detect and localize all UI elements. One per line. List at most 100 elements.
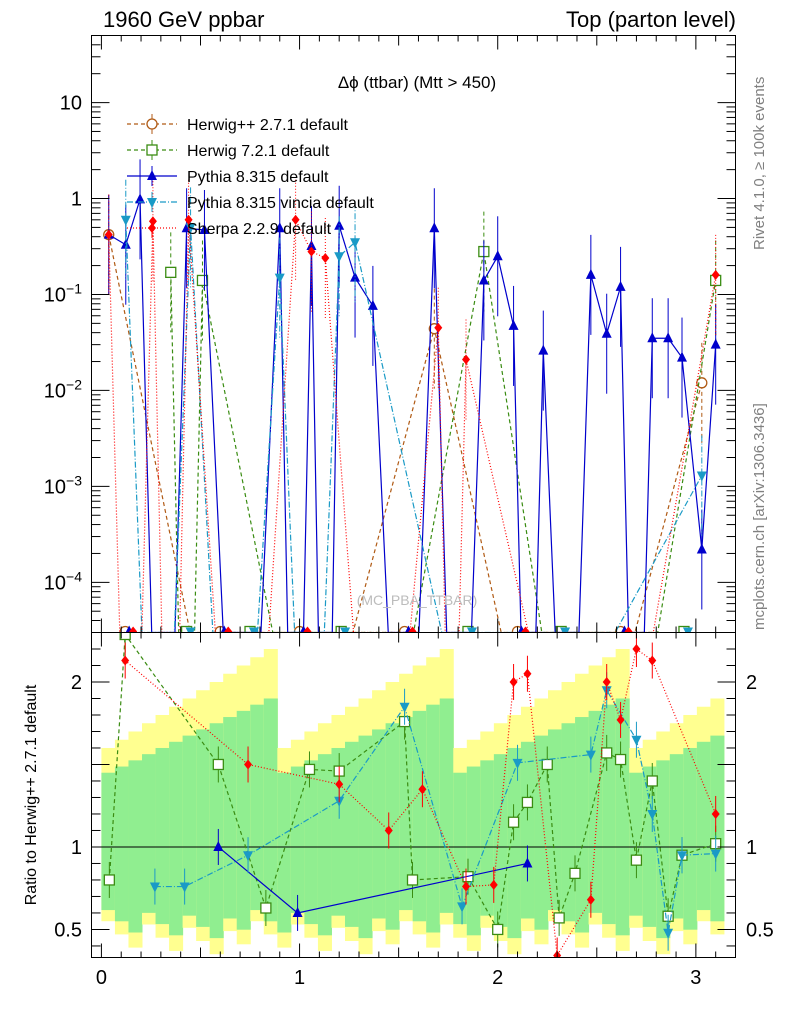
ratio-line-3 xyxy=(154,688,716,933)
side-text-mcplots: mcplots.cern.ch [arXiv:1306.3436] xyxy=(751,403,768,630)
y-tick-label: 10−3 xyxy=(44,472,82,498)
ratio-point xyxy=(632,643,641,654)
y-tick-label: 10 xyxy=(60,93,82,115)
ratio-band-inner xyxy=(169,741,184,936)
legend-marker xyxy=(147,198,157,208)
ratio-band-inner xyxy=(534,735,549,930)
ratio-point xyxy=(648,655,657,666)
watermark: (MC_PBA_TTBAR) xyxy=(357,592,478,608)
legend-entry: Pythia 8.315 vincia default xyxy=(187,195,374,212)
ratio-y-tick-label: 0.5 xyxy=(54,919,82,941)
data-point xyxy=(135,193,146,204)
ratio-band-inner xyxy=(412,710,427,922)
ratio-band-inner xyxy=(683,747,698,930)
ratio-point xyxy=(569,867,581,880)
ratio-band-inner xyxy=(615,698,630,936)
legend-entry: Herwig 7.2.1 default xyxy=(187,143,330,160)
data-point xyxy=(307,246,316,257)
data-point xyxy=(585,268,596,279)
data-point xyxy=(274,222,285,233)
data-point-floor xyxy=(248,627,259,633)
data-point xyxy=(711,269,720,280)
y-tick-label: 10−4 xyxy=(44,568,82,594)
data-point-floor xyxy=(624,626,633,633)
data-point xyxy=(104,229,113,240)
ratio-point xyxy=(616,714,625,725)
axes: 0 1 2 3 10−4 10−3 10−2 10−1 1 10 0.5 0.5 1 1 2 2 xyxy=(44,35,774,989)
data-point-floor xyxy=(560,627,571,633)
ratio-point xyxy=(521,796,534,809)
side-text-rivet: Rivet 4.1.0, ≥ 100k events xyxy=(751,77,768,250)
ratio-band-inner xyxy=(277,772,292,933)
ratio-band-inner xyxy=(317,754,332,936)
legend-marker xyxy=(148,223,156,233)
legend-marker xyxy=(146,118,158,130)
ratio-band-inner xyxy=(602,704,617,925)
series-line-3 xyxy=(125,219,703,633)
legend-marker xyxy=(146,144,158,156)
ratio-point xyxy=(614,753,627,766)
ratio-point xyxy=(212,758,224,771)
data-point-floor xyxy=(682,627,693,633)
data-point xyxy=(185,223,196,234)
x-tick-label: 1 xyxy=(294,967,305,989)
ratio-band-inner xyxy=(223,717,238,919)
ratio-band-inner xyxy=(114,766,129,922)
y-tick-label: 10−1 xyxy=(44,280,82,306)
data-point-floor xyxy=(466,627,477,633)
data-point xyxy=(120,215,131,226)
data-point xyxy=(615,280,626,291)
ratio-point xyxy=(523,668,532,679)
ratio-point xyxy=(457,902,468,913)
ratio-point xyxy=(586,894,595,905)
data-point-floor xyxy=(303,626,312,633)
ratio-point xyxy=(647,809,658,820)
ratio-point xyxy=(399,702,410,713)
ratio-band-inner xyxy=(710,735,725,922)
ratio-point xyxy=(631,735,642,746)
data-point xyxy=(696,471,707,482)
header-left: 1960 GeV ppbar xyxy=(103,7,264,32)
ratio-point xyxy=(646,775,658,787)
data-point-floor xyxy=(224,626,233,633)
ratio-band-inner xyxy=(588,710,603,913)
x-tick-label: 2 xyxy=(492,967,503,989)
ratio-band-inner xyxy=(263,698,278,922)
x-tick-label: 3 xyxy=(690,967,701,989)
ratio-point xyxy=(509,676,518,687)
ratio-point xyxy=(512,758,523,769)
ratio-line-4 xyxy=(124,647,717,958)
ratio-point xyxy=(522,857,533,868)
ratio-point xyxy=(260,902,272,914)
ratio-band-inner xyxy=(372,729,387,919)
ratio-band-inner xyxy=(656,760,671,939)
data-point xyxy=(508,319,519,330)
ratio-band-inner xyxy=(128,760,143,933)
legend: Herwig++ 2.7.1 default Herwig 7.2.1 defau… xyxy=(127,114,374,238)
ratio-point xyxy=(710,849,721,860)
data-point xyxy=(462,354,471,365)
ratio-point xyxy=(711,808,720,819)
ratio-point xyxy=(103,874,115,886)
ratio-point xyxy=(553,912,565,924)
ratio-band-inner xyxy=(547,729,563,911)
data-point xyxy=(429,222,440,233)
ratio-band-inner xyxy=(142,754,157,913)
ratio-band-inner xyxy=(101,772,116,911)
ratio-point xyxy=(406,874,419,886)
ratio-y-tick-label: 2 xyxy=(71,672,82,694)
ratio-band-inner xyxy=(304,760,319,925)
ratio-point xyxy=(489,879,498,890)
ratio-point xyxy=(244,759,253,770)
ratio-point xyxy=(630,854,643,866)
ratio-band-inner xyxy=(439,698,454,913)
data-point-floor xyxy=(521,626,530,633)
ratio-point xyxy=(119,632,131,641)
chart-title: Δϕ (ttbar) (Mtt > 450) xyxy=(338,73,496,92)
ratio-point xyxy=(663,928,674,939)
ratio-y-tick-label-right: 1 xyxy=(746,837,757,859)
ratio-band-inner xyxy=(399,717,414,911)
ratio-band-inner xyxy=(669,754,684,919)
ratio-point xyxy=(303,763,316,776)
